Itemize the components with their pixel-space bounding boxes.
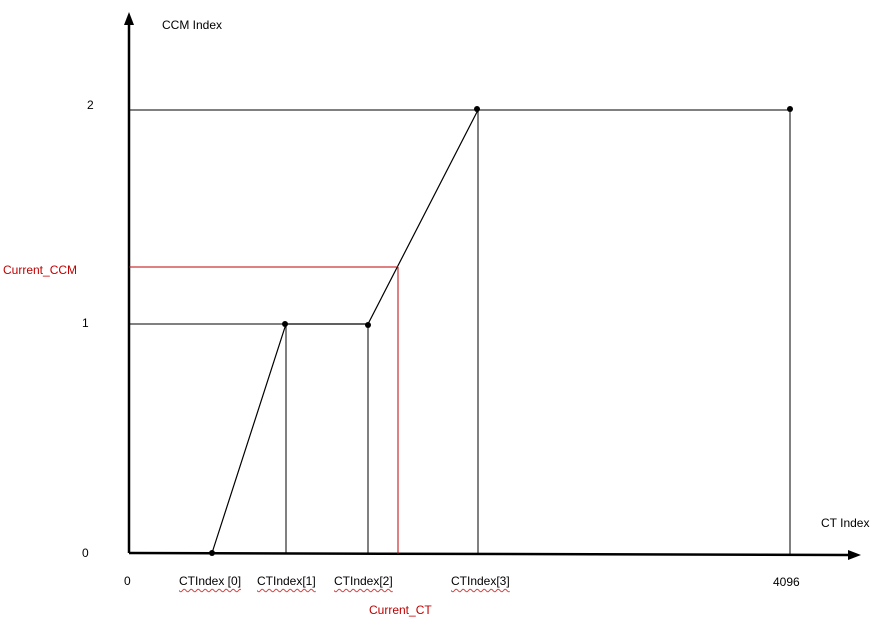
point-max bbox=[787, 106, 793, 112]
y-tick-1: 1 bbox=[82, 316, 89, 330]
current-ccm-label: Current_CCM bbox=[3, 263, 78, 277]
x-tick-ctindex2: CTIndex[2] bbox=[334, 574, 393, 588]
x-tick-max: 4096 bbox=[773, 575, 800, 589]
point-ctindex3 bbox=[474, 106, 480, 112]
x-tick-ctindex3: CTIndex[3] bbox=[451, 574, 510, 588]
y-axis-arrowhead bbox=[124, 12, 134, 25]
point-ctindex2 bbox=[365, 322, 371, 328]
x-axis-title: CT Index bbox=[821, 516, 870, 530]
y-tick-0: 0 bbox=[82, 546, 89, 560]
x-axis-arrowhead bbox=[848, 550, 861, 560]
current-ct-label: Current_CT bbox=[369, 603, 432, 617]
point-ctindex1 bbox=[282, 321, 288, 327]
ccm-mapping-curve bbox=[211, 109, 479, 554]
x-axis-line bbox=[128, 551, 851, 557]
y-tick-2: 2 bbox=[87, 98, 94, 112]
y-axis-title: CCM Index bbox=[162, 18, 223, 32]
x-tick-0: 0 bbox=[124, 574, 131, 588]
x-tick-ctindex1: CTIndex[1] bbox=[257, 574, 316, 588]
x-tick-ctindex0: CTIndex [0] bbox=[179, 574, 242, 588]
point-ctindex0 bbox=[209, 550, 215, 556]
